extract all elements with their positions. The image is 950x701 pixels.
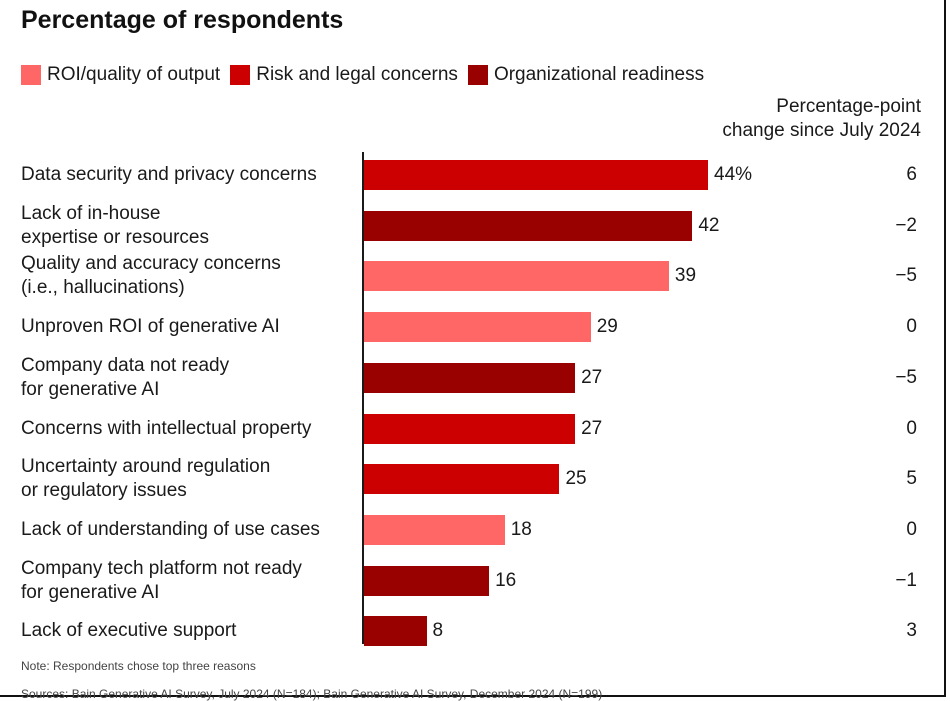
category-label: Company data not ready for generative AI: [21, 354, 361, 402]
change-value-row-2: −2: [895, 214, 917, 236]
category-label-line: (i.e., hallucinations): [21, 277, 185, 299]
category-label: Lack of understanding of use cases: [21, 518, 361, 542]
legend-item-roi: ROI/quality of output: [21, 64, 220, 86]
bar-row-1: [364, 160, 708, 190]
change-value-row-5: −5: [895, 366, 917, 388]
chart-source: Sources: Bain Generative AI Survey, July…: [21, 687, 603, 701]
category-label-line: Data security and privacy concerns: [21, 164, 317, 185]
change-value-row-8: 0: [906, 518, 917, 540]
category-label: Lack of in-house expertise or resources: [21, 202, 361, 250]
change-value-row-7: 5: [906, 468, 917, 490]
bar-row-9: [364, 565, 490, 596]
value-label-row-1: 44%: [714, 164, 753, 185]
category-label: Unproven ROI of generative AI: [21, 315, 361, 339]
legend-swatch-risk: [230, 65, 251, 85]
legend-item-org: Organizational readiness: [467, 64, 705, 86]
value-label-row-3: 39: [674, 265, 697, 287]
legend-swatch-roi: [21, 65, 41, 85]
legend-label-org: Organizational readiness: [493, 64, 705, 85]
change-value-row-10: 3: [906, 620, 917, 642]
change-header-line-1: Percentage-point: [776, 96, 921, 117]
bar-row-4: [364, 312, 591, 343]
value-label-row-7: 25: [565, 468, 587, 490]
category-label: Quality and accuracy concerns (i.e., hall…: [21, 252, 361, 300]
legend-label-risk: Risk and legal concerns: [256, 64, 458, 85]
value-label-row-2: 42: [698, 214, 720, 236]
legend-label-roi: ROI/quality of output: [47, 64, 221, 85]
legend-swatch-org: [467, 65, 488, 85]
value-label-row-9: 16: [495, 569, 517, 591]
change-value-row-6: 0: [906, 417, 917, 439]
value-label-row-5: 27: [581, 366, 603, 388]
change-column-header: Percentage-point change since July 2024: [621, 95, 921, 143]
category-label: Concerns with intellectual property: [21, 417, 361, 441]
category-label-line: expertise or resources: [21, 226, 209, 248]
category-label-line: Lack of understanding of use cases: [21, 518, 320, 540]
category-label-line: for generative AI: [21, 581, 160, 603]
change-header-line-2: change since July 2024: [722, 120, 921, 141]
category-label: Company tech platform not ready for gener…: [21, 557, 361, 605]
value-label-row-6: 27: [581, 417, 603, 439]
change-value-row-9: −1: [895, 569, 917, 591]
value-label-row-8: 18: [510, 518, 532, 540]
legend: ROI/quality of output Risk and legal con…: [21, 63, 714, 87]
change-value-row-1: 6: [906, 164, 917, 185]
bar-row-7: [364, 464, 560, 495]
chart-title: Percentage of respondents: [21, 6, 344, 34]
category-label-line: or regulatory issues: [21, 480, 187, 502]
category-label-line: Company tech platform not ready: [21, 557, 302, 579]
category-label: Lack of executive support: [21, 619, 361, 643]
value-label-row-4: 29: [596, 316, 618, 338]
chart-note: Note: Respondents chose top three reason…: [21, 659, 256, 673]
category-label-line: Lack of executive support: [21, 620, 237, 642]
bar-row-5: [364, 362, 576, 393]
legend-item-risk: Risk and legal concerns: [230, 64, 458, 86]
category-label-line: Uncertainty around regulation: [21, 456, 271, 478]
bar-row-8: [364, 514, 505, 545]
category-label-line: Concerns with intellectual property: [21, 417, 312, 439]
category-label-line: for generative AI: [21, 378, 160, 400]
bar-row-10: [364, 616, 427, 647]
category-label-line: Company data not ready: [21, 354, 230, 376]
category-label-line: Unproven ROI of generative AI: [21, 316, 280, 338]
bar-row-2: [364, 210, 693, 241]
category-label: Data security and privacy concerns: [21, 163, 361, 187]
category-label-line: Lack of in-house: [21, 202, 161, 224]
category-axis-line: [362, 152, 364, 644]
value-label-row-10: 8: [432, 620, 444, 642]
change-value-row-3: −5: [895, 265, 917, 287]
category-label-line: Quality and accuracy concerns: [21, 253, 281, 275]
bar-row-6: [364, 413, 576, 444]
category-label: Uncertainty around regulation or regulato…: [21, 455, 361, 503]
bar-row-3: [364, 261, 669, 292]
change-value-row-4: 0: [906, 316, 917, 338]
